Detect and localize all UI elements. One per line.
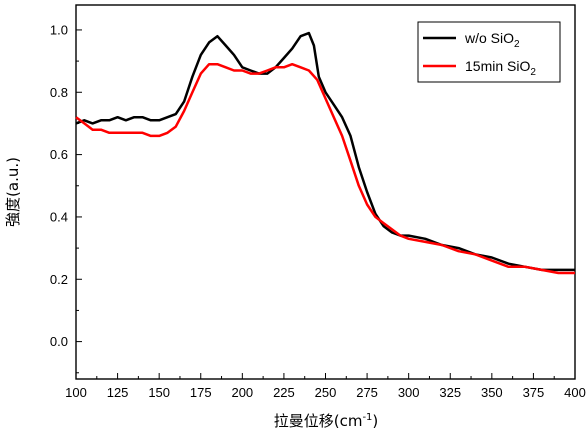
y-axis-ticks: 0.0 0.2 0.4 0.6 0.8 1.0 bbox=[50, 22, 82, 374]
legend-label-series-2: 15min SiO2 bbox=[465, 58, 536, 78]
y-tick-label: 1.0 bbox=[50, 22, 68, 37]
series-line-2 bbox=[75, 62, 575, 275]
x-tick-label: 275 bbox=[356, 385, 378, 400]
x-tick-label: 300 bbox=[398, 385, 420, 400]
x-tick-label: 250 bbox=[315, 385, 337, 400]
y-axis-title: 強度(a.u.) bbox=[4, 157, 22, 227]
legend: w/o SiO2 15min SiO2 bbox=[417, 21, 561, 83]
series-layer bbox=[75, 31, 575, 275]
y-tick-label: 0.6 bbox=[50, 147, 68, 162]
legend-label-series-1: w/o SiO2 bbox=[464, 30, 520, 50]
x-tick-label: 150 bbox=[148, 385, 170, 400]
x-tick-label: 200 bbox=[231, 385, 253, 400]
x-tick-label: 125 bbox=[107, 385, 129, 400]
x-tick-label: 100 bbox=[65, 385, 87, 400]
x-tick-label: 375 bbox=[523, 385, 545, 400]
y-tick-label: 0.0 bbox=[50, 334, 68, 349]
x-axis-title: 拉曼位移(cm-1) bbox=[274, 412, 379, 430]
y-tick-label: 0.8 bbox=[50, 85, 68, 100]
y-tick-label: 0.2 bbox=[50, 272, 68, 287]
series-line-1 bbox=[75, 31, 575, 272]
x-tick-label: 325 bbox=[439, 385, 461, 400]
x-tick-label: 225 bbox=[273, 385, 295, 400]
x-tick-label: 400 bbox=[564, 385, 586, 400]
y-tick-label: 0.4 bbox=[50, 209, 68, 224]
x-tick-label: 350 bbox=[481, 385, 503, 400]
x-axis-ticks: 100 125 150 175 200 225 250 275 300 325 350 375 400 bbox=[65, 373, 586, 400]
x-tick-label: 175 bbox=[190, 385, 212, 400]
legend-box bbox=[417, 21, 561, 83]
